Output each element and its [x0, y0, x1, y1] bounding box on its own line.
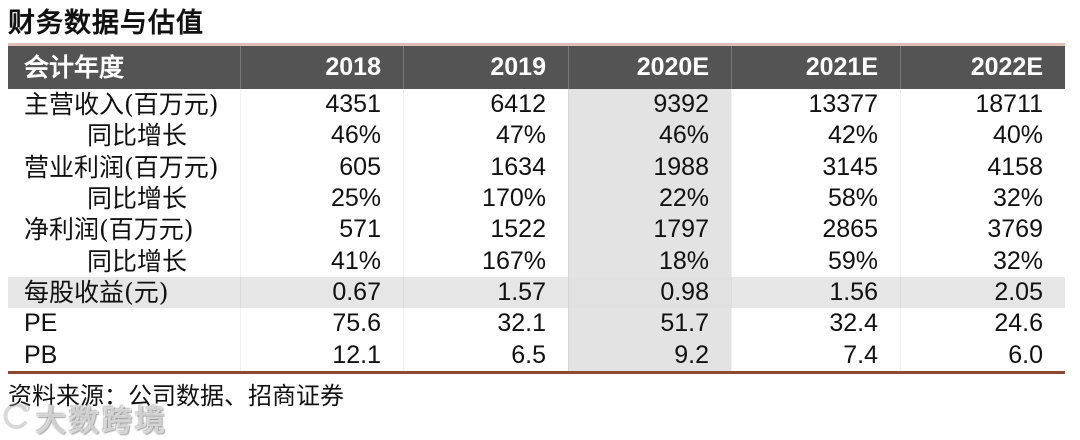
page-title: 财务数据与估值: [8, 8, 204, 39]
header-year-2022e: 2022E: [900, 46, 1065, 89]
cell-value: 0.98: [568, 277, 731, 309]
cell-value: 9.2: [568, 339, 731, 372]
row-label: PE: [24, 309, 58, 338]
cell-value: 7.4: [731, 339, 900, 372]
table-row-revenue: 主营收入(百万元) 4351 6412 9392 13377 18711: [8, 89, 1065, 121]
table-row-pb: PB 12.1 6.5 9.2 7.4 6.0: [8, 339, 1065, 372]
cell-value: 13377: [731, 89, 900, 121]
cell-value: 4158: [900, 151, 1065, 184]
cell-value: 4351: [240, 89, 403, 121]
cell-value: 12.1: [240, 339, 403, 372]
cell-value: 46%: [240, 120, 403, 152]
cell-value: 22%: [568, 183, 731, 215]
header-fiscal-year: 会计年度: [24, 53, 125, 82]
cell-value: 167%: [403, 245, 568, 278]
cell-value: 25%: [240, 183, 403, 215]
cell-value: 32.1: [403, 308, 568, 340]
row-label: 同比增长: [86, 121, 187, 151]
cell-value: 1634: [403, 151, 568, 184]
cell-value: 1797: [568, 214, 731, 246]
source-note: 资料来源：公司数据、招商证券: [8, 382, 344, 411]
table-row-eps: 每股收益(元) 0.67 1.57 0.98 1.56 2.05: [8, 277, 1065, 309]
header-year-2019: 2019: [403, 46, 568, 89]
cell-value: 0.67: [240, 277, 403, 309]
row-label: 同比增长: [86, 184, 187, 214]
row-label: 净利润(百万元): [24, 215, 194, 245]
cell-value: 1.56: [731, 277, 900, 309]
cell-value: 18%: [568, 245, 731, 278]
cell-value: 571: [240, 214, 403, 246]
cell-value: 75.6: [240, 308, 403, 340]
table-row-operating-profit-yoy: 同比增长 25% 170% 22% 58% 32%: [8, 183, 1065, 215]
cell-value: 3769: [900, 214, 1065, 246]
row-label: PB: [24, 340, 58, 369]
header-year-2018: 2018: [240, 46, 403, 89]
cell-value: 2.05: [900, 277, 1065, 309]
table-row-pe: PE 75.6 32.1 51.7 32.4 24.6: [8, 308, 1065, 340]
table-header-row: 会计年度 2018 2019 2020E 2021E 2022E: [8, 46, 1065, 89]
row-label: 同比增长: [86, 246, 187, 276]
cell-value: 32.4: [731, 308, 900, 340]
cell-value: 6.0: [900, 339, 1065, 372]
cell-value: 24.6: [900, 308, 1065, 340]
cell-value: 46%: [568, 120, 731, 152]
table-row-net-profit-yoy: 同比增长 41% 167% 18% 59% 32%: [8, 245, 1065, 278]
cell-value: 42%: [731, 120, 900, 152]
header-year-2020e: 2020E: [568, 46, 731, 89]
row-label: 每股收益(元): [8, 277, 240, 309]
cell-value: 41%: [240, 245, 403, 278]
header-year-2021e: 2021E: [731, 46, 900, 89]
cell-value: 32%: [900, 245, 1065, 278]
cell-value: 3145: [731, 151, 900, 184]
cell-value: 2865: [731, 214, 900, 246]
cell-value: 51.7: [568, 308, 731, 340]
cell-value: 6412: [403, 89, 568, 121]
row-label: 主营收入(百万元): [24, 90, 219, 119]
cell-value: 47%: [403, 120, 568, 152]
cell-value: 40%: [900, 120, 1065, 152]
cell-value: 605: [240, 151, 403, 184]
cell-value: 1522: [403, 214, 568, 246]
cell-value: 170%: [403, 183, 568, 215]
cell-value: 59%: [731, 245, 900, 278]
cell-value: 1.57: [403, 277, 568, 309]
cell-value: 58%: [731, 183, 900, 215]
cell-value: 18711: [900, 89, 1065, 121]
table-row-net-profit: 净利润(百万元) 571 1522 1797 2865 3769: [8, 214, 1065, 246]
cell-value: 9392: [568, 89, 731, 121]
row-label: 营业利润(百万元): [24, 152, 219, 182]
financial-data-table: 会计年度 2018 2019 2020E 2021E 2022E 主营收入(百万…: [8, 43, 1065, 375]
cell-value: 6.5: [403, 339, 568, 372]
table-row-revenue-yoy: 同比增长 46% 47% 46% 42% 40%: [8, 120, 1065, 152]
table-row-operating-profit: 营业利润(百万元) 605 1634 1988 3145 4158: [8, 151, 1065, 184]
cell-value: 1988: [568, 151, 731, 184]
cell-value: 32%: [900, 183, 1065, 215]
